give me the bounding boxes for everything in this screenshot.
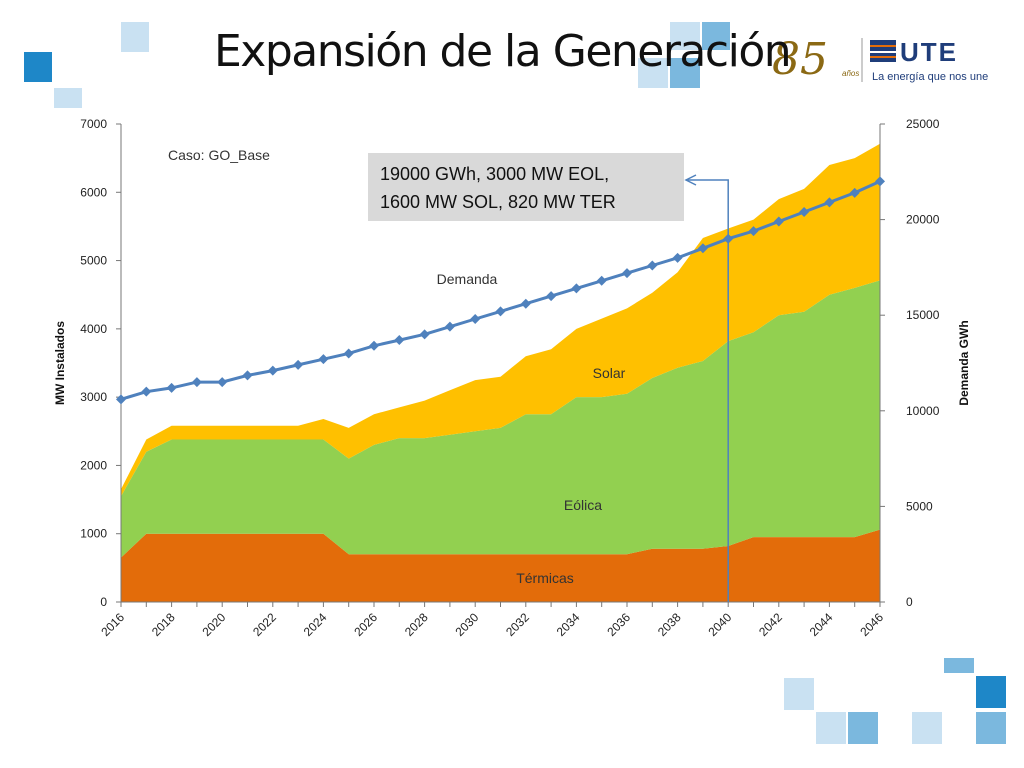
- y2-tick-label: 10000: [906, 404, 940, 418]
- demand-point: [267, 365, 278, 376]
- demand-point: [242, 370, 253, 381]
- demand-point: [394, 335, 405, 346]
- demand-point: [647, 260, 658, 271]
- svg-text:años: años: [842, 69, 859, 78]
- demand-point: [217, 377, 228, 388]
- demand-point: [369, 340, 379, 351]
- decor-square: [121, 22, 149, 52]
- decor-square: [912, 712, 942, 744]
- demand-point: [419, 329, 430, 340]
- demand-point: [343, 348, 354, 359]
- decor-square: [976, 712, 1006, 744]
- y-tick-label: 0: [100, 595, 107, 609]
- series-label-eólica: Eólica: [564, 497, 602, 513]
- series-labels: Caso: GO_Base Térmicas Eólica Solar Demanda: [168, 147, 626, 586]
- anniversary-number: 85: [772, 34, 828, 85]
- series-label-solar: Solar: [593, 365, 626, 381]
- demand-point: [318, 354, 329, 365]
- page-title: Expansión de la Generación: [214, 26, 792, 77]
- callout-text: 1600 MW SOL, 820 MW TER: [380, 192, 616, 212]
- demand-point: [546, 291, 557, 302]
- decor-square: [24, 52, 52, 82]
- demand-point: [748, 226, 759, 237]
- callout-text: 19000 GWh, 3000 MW EOL,: [380, 164, 609, 184]
- annotation-callout: 19000 GWh, 3000 MW EOL, 1600 MW SOL, 820 …: [368, 153, 729, 602]
- y-tick-label: 1000: [80, 527, 107, 541]
- demand-point: [622, 268, 632, 279]
- svg-text:La energía que nos une: La energía que nos une: [872, 71, 988, 83]
- demand-point: [875, 176, 885, 187]
- y-tick-label: 4000: [80, 322, 107, 336]
- callout-box: [368, 153, 684, 221]
- decor-square: [670, 22, 700, 50]
- y-axis-title: MW Instalados: [53, 321, 67, 405]
- y-tick-label: 6000: [80, 185, 107, 199]
- demand-point: [849, 187, 860, 198]
- demand-point: [191, 377, 202, 388]
- decor-square: [54, 88, 82, 110]
- y-tick-label: 3000: [80, 390, 107, 404]
- demand-point: [116, 394, 126, 405]
- case-label: Caso: GO_Base: [168, 147, 270, 163]
- decor-square: [670, 58, 700, 88]
- y2-axis-title: Demanda GWh: [957, 320, 971, 405]
- callout-arrow-icon: [684, 174, 697, 186]
- demand-point: [495, 306, 506, 317]
- demand-point: [672, 252, 683, 263]
- demand-point: [723, 233, 734, 244]
- decor-square: [976, 676, 1006, 708]
- y-tick-label: 2000: [80, 458, 107, 472]
- demand-point: [470, 314, 481, 325]
- decor-square: [816, 712, 846, 744]
- decor-square: [702, 22, 730, 50]
- demand-point: [444, 321, 455, 332]
- area-eolica: [121, 280, 880, 558]
- decor-square: [638, 58, 668, 88]
- ute-emblem-icon: [870, 40, 896, 62]
- series-label-demanda: Demanda: [437, 271, 498, 287]
- y-tick-label: 7000: [80, 117, 107, 131]
- y-tick-label: 5000: [80, 254, 107, 268]
- y2-tick-label: 25000: [906, 117, 940, 131]
- series-label-térmicas: Térmicas: [516, 570, 574, 586]
- y2-tick-label: 20000: [906, 213, 940, 227]
- y2-tick-label: 0: [906, 595, 913, 609]
- ute-logo: 85 años UTE La energía que nos une: [772, 34, 988, 85]
- demand-point: [697, 243, 708, 254]
- decor-square: [784, 678, 814, 710]
- demand-point: [824, 197, 835, 208]
- callout-leader-line: [686, 179, 729, 602]
- demand-line: [116, 176, 885, 405]
- decor-square: [848, 712, 878, 744]
- demand-point: [773, 216, 784, 227]
- demand-point: [166, 382, 177, 393]
- demand-point: [293, 359, 304, 370]
- area-termicas: [121, 529, 880, 602]
- decor-square: [944, 655, 974, 673]
- y2-tick-label: 5000: [906, 499, 933, 513]
- demand-point: [520, 298, 531, 309]
- demand-point: [799, 206, 810, 217]
- demand-point: [141, 386, 152, 397]
- svg-text:UTE: UTE: [900, 37, 958, 67]
- y2-tick-label: 15000: [906, 308, 940, 322]
- demand-point: [571, 283, 582, 294]
- demand-point: [596, 275, 607, 286]
